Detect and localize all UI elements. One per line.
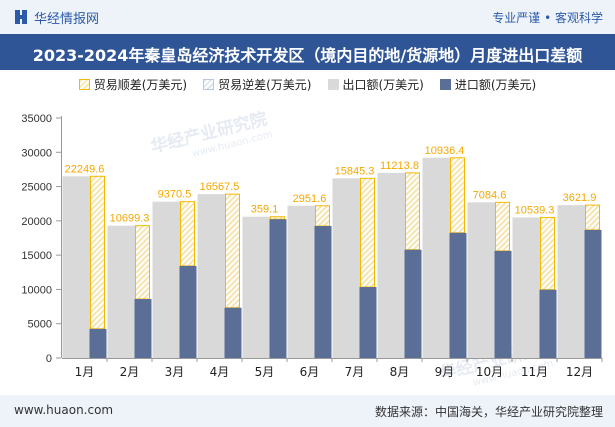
export-bar	[107, 225, 138, 358]
import-bar	[584, 229, 602, 358]
x-tick-label: 2月	[120, 365, 140, 379]
x-tick-label: 3月	[165, 365, 185, 379]
x-tick-label: 8月	[390, 365, 410, 379]
surplus-data-label: 359.1	[251, 204, 279, 216]
chart-canvas: 华经产业研究院www.huaon.com华经产业研究院www.huaon.com…	[21, 108, 603, 389]
x-tick-label: 4月	[210, 365, 230, 379]
export-bar	[377, 172, 408, 358]
surplus-bar	[270, 216, 285, 220]
x-tick-label: 1月	[75, 365, 95, 379]
x-tick-label: 12月	[566, 365, 593, 379]
x-tick-label: 10月	[476, 365, 503, 379]
export-bar	[62, 176, 93, 358]
surplus-data-label: 10699.3	[110, 213, 150, 225]
export-bar	[332, 178, 363, 358]
import-bar	[359, 287, 377, 358]
import-bar	[89, 328, 107, 358]
x-tick-label: 6月	[300, 365, 320, 379]
surplus-bar	[90, 175, 105, 330]
footer-source: 数据来源：中国海关，华经产业研究院整理	[374, 405, 603, 419]
legend-item-export: 出口额(万美元)	[327, 76, 424, 93]
surplus-bar	[585, 204, 600, 231]
import-bar	[179, 265, 197, 358]
legend-label-export: 出口额(万美元)	[342, 77, 424, 92]
y-tick-label: 0	[46, 353, 52, 365]
legend-item-deficit: 贸易逆差(万美元)	[203, 76, 312, 93]
tagline: 专业严谨 • 客观科学	[492, 11, 603, 25]
surplus-data-label: 3621.9	[563, 192, 597, 204]
surplus-data-label: 9370.5	[158, 189, 192, 201]
legend-swatch-export	[327, 78, 339, 90]
brand: 华经情报网	[14, 8, 100, 27]
import-bar	[494, 250, 512, 358]
import-bar	[539, 289, 557, 358]
legend-swatch-import	[439, 78, 451, 90]
surplus-bar	[180, 201, 195, 267]
x-tick-label: 11月	[521, 365, 548, 379]
top-bar: 华经情报网 专业严谨 • 客观科学	[0, 0, 615, 34]
legend-label-surplus: 贸易顺差(万美元)	[93, 77, 188, 92]
surplus-data-label: 2951.6	[293, 193, 327, 205]
legend-item-surplus: 贸易顺差(万美元)	[78, 76, 188, 93]
y-tick-label: 5000	[28, 319, 52, 331]
x-tick-label: 5月	[255, 365, 275, 379]
export-bar	[467, 202, 498, 358]
y-tick-label: 25000	[21, 182, 52, 194]
y-tick-label: 30000	[21, 147, 52, 159]
x-tick-label: 9月	[435, 365, 455, 379]
surplus-data-label: 10936.4	[425, 145, 465, 157]
surplus-data-label: 22249.6	[65, 163, 105, 175]
export-bar	[422, 157, 453, 358]
import-bar	[269, 219, 287, 358]
surplus-bar	[135, 225, 150, 300]
import-bar	[134, 299, 152, 358]
surplus-data-label: 7084.6	[473, 189, 507, 201]
import-bar	[224, 307, 242, 358]
y-tick-label: 10000	[21, 284, 52, 296]
surplus-data-label: 10539.3	[515, 204, 555, 216]
export-bar	[512, 217, 543, 358]
export-bar	[197, 194, 228, 358]
y-tick-label: 15000	[21, 250, 52, 262]
footer-bar: www.huaon.com 数据来源：中国海关，华经产业研究院整理	[0, 395, 615, 427]
legend-label-import: 进口额(万美元)	[454, 77, 537, 92]
import-bar	[404, 249, 422, 358]
export-bar	[242, 216, 273, 358]
legend-swatch-deficit	[203, 78, 215, 90]
surplus-bar	[540, 216, 555, 291]
brand-name: 华经情报网	[34, 11, 100, 27]
footer-site: www.huaon.com	[14, 403, 114, 417]
legend-label-deficit: 贸易逆差(万美元)	[218, 77, 312, 92]
legend-item-import: 进口额(万美元)	[439, 76, 537, 93]
export-bar	[152, 201, 183, 358]
surplus-bar	[495, 201, 510, 252]
y-tick-label: 35000	[21, 113, 52, 125]
surplus-bar	[225, 193, 240, 309]
chart-title: 2023-2024年秦皇岛经济技术开发区（境内目的地/货源地）月度进出口差额	[32, 46, 583, 65]
surplus-bar	[315, 205, 330, 227]
export-bar	[557, 205, 588, 358]
surplus-data-label: 15845.3	[335, 165, 375, 177]
chart-legend: 贸易顺差(万美元) 贸易逆差(万美元) 出口额(万美元) 进口额(万美元)	[0, 75, 615, 93]
title-bar: 2023-2024年秦皇岛经济技术开发区（境内目的地/货源地）月度进出口差额	[0, 34, 615, 70]
legend-swatch-surplus	[78, 78, 90, 90]
surplus-bar	[405, 172, 420, 251]
surplus-bar	[360, 177, 375, 288]
surplus-bar	[450, 157, 465, 234]
export-bar	[287, 205, 318, 358]
brand-logo-icon	[15, 10, 27, 24]
surplus-data-label: 16567.5	[200, 181, 240, 193]
x-tick-label: 7月	[345, 365, 365, 379]
import-bar	[449, 232, 467, 358]
surplus-data-label: 11213.8	[380, 160, 419, 172]
y-tick-label: 20000	[21, 216, 52, 228]
import-bar	[314, 226, 332, 358]
